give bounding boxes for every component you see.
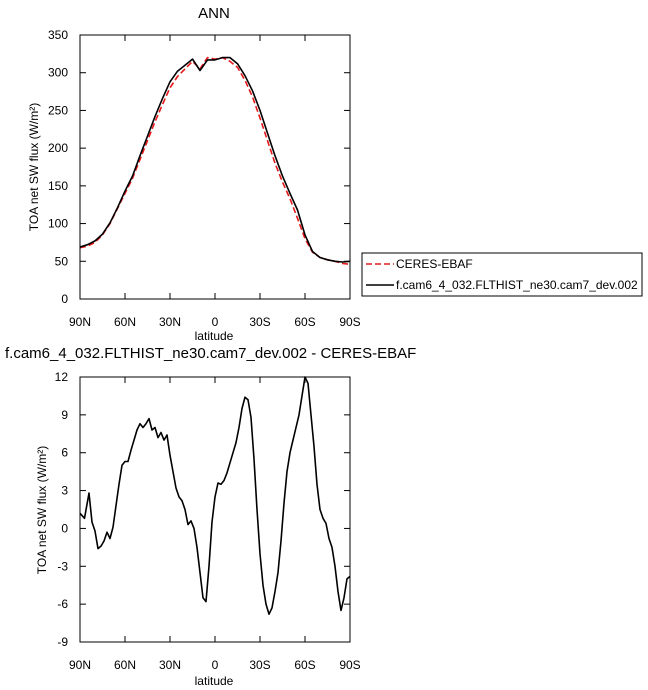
legend-box [361, 252, 643, 297]
bottom-y-tick-label: 0 [61, 521, 68, 535]
bottom-y-axis-label: TOA net SW flux (W/m²) [35, 446, 49, 574]
top-y-tick-label: 300 [48, 66, 68, 80]
bottom-x-tick-label: 60N [114, 658, 136, 672]
top-x-tick-label: 0 [212, 315, 219, 329]
bottom-panel: f.cam6_4_032.FLTHIST_ne30.cam7_dev.002 -… [5, 345, 416, 688]
top-y-tick-label: 0 [61, 292, 68, 306]
top-y-tick-label: 100 [48, 217, 68, 231]
legend-label-ceres: CERES-EBAF [396, 257, 473, 271]
top-series-line-1 [79, 56, 351, 263]
bottom-y-tick-label: 6 [61, 446, 68, 460]
legend-label-model: f.cam6_4_032.FLTHIST_ne30.cam7_dev.002 [396, 278, 638, 292]
bottom-y-tick-label: 12 [55, 370, 69, 384]
top-x-tick-label: 30N [159, 315, 181, 329]
bottom-y-tick-label: -9 [57, 635, 68, 649]
bottom-x-tick-label: 0 [212, 658, 219, 672]
bottom-x-tick-label: 30N [159, 658, 181, 672]
legend: CERES-EBAF f.cam6_4_032.FLTHIST_ne30.cam… [361, 252, 643, 297]
top-series-lines [79, 56, 351, 266]
bottom-x-tick-label: 90N [69, 658, 91, 672]
bottom-y-tick-label: -3 [57, 559, 68, 573]
top-y-axis-label: TOA net SW flux (W/m²) [27, 103, 41, 231]
bottom-plot-frame [79, 376, 351, 643]
bottom-chart-title: f.cam6_4_032.FLTHIST_ne30.cam7_dev.002 -… [5, 345, 416, 362]
bottom-series-line-0 [79, 376, 351, 616]
top-x-tick-label: 90N [69, 315, 91, 329]
top-y-tick-label: 350 [48, 28, 68, 42]
bottom-x-tick-label: 60S [294, 658, 315, 672]
top-panel: ANN 90N 60N 30N 0 30S 60S 90S 0 50 100 150 200 250 30… [27, 5, 643, 343]
top-plot-frame [79, 34, 351, 300]
top-x-tick-label: 60S [294, 315, 315, 329]
top-y-tick-label: 150 [48, 179, 68, 193]
top-y-tick-label: 50 [55, 254, 69, 268]
top-chart-title: ANN [198, 5, 230, 22]
top-y-tick-label: 200 [48, 141, 68, 155]
bottom-series-lines [79, 376, 351, 616]
bottom-x-tick-label: 30S [249, 658, 270, 672]
top-axis-ticks: 90N 60N 30N 0 30S 60S 90S 0 50 100 150 200 250 300 350 [48, 28, 361, 329]
top-x-tick-label: 30S [249, 315, 270, 329]
top-series-line-0 [79, 56, 351, 266]
top-y-tick-label: 250 [48, 103, 68, 117]
bottom-x-tick-label: 90S [339, 658, 360, 672]
top-x-tick-label: 60N [114, 315, 136, 329]
top-x-tick-label: 90S [339, 315, 360, 329]
bottom-y-tick-label: 3 [61, 484, 68, 498]
bottom-axis-ticks: 90N 60N 30N 0 30S 60S 90S 12 9 6 3 0 -3 -6 -9 [55, 370, 361, 672]
bottom-y-tick-label: 9 [61, 408, 68, 422]
bottom-y-tick-label: -6 [57, 597, 68, 611]
bottom-x-axis-label: latitude [195, 674, 234, 688]
top-x-axis-label: latitude [195, 329, 234, 343]
